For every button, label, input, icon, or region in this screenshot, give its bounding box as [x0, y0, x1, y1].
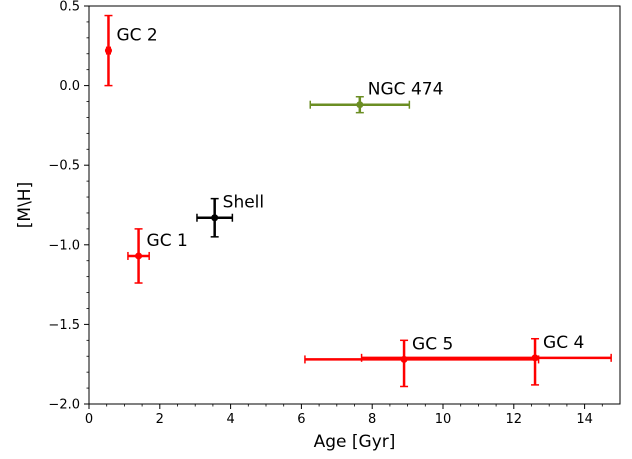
- data-point-gc-5: GC 5: [304, 334, 540, 388]
- x-axis-label: Age [Gyr]: [314, 432, 396, 452]
- point-label: GC 1: [147, 231, 188, 251]
- marker: [356, 101, 364, 109]
- x-tick-label: 2: [156, 412, 164, 427]
- data-points: GC 2 NGC 474 Shell GC 1 GC 5 GC 4: [104, 14, 612, 388]
- marker: [135, 252, 143, 260]
- point-label: Shell: [223, 193, 264, 213]
- x-tick-label: 12: [506, 412, 523, 427]
- y-tick-label: 0.0: [59, 79, 80, 94]
- data-point-shell: Shell: [196, 193, 264, 238]
- x-tick-label: 6: [297, 412, 305, 427]
- marker: [104, 47, 112, 55]
- y-tick-label: −0.5: [48, 159, 80, 174]
- y-tick-label: −2.0: [48, 398, 80, 413]
- x-tick-label: 8: [368, 412, 376, 427]
- x-tick-label: 10: [435, 412, 452, 427]
- x-tick-label: 0: [85, 412, 93, 427]
- axis-ticks: 0 2 4 6 8 10 12 14 0.5 0.0 −0.5 −1.0 −1.5 −2.0: [48, 0, 603, 427]
- marker: [211, 214, 219, 222]
- data-point-gc-1: GC 1: [127, 228, 188, 284]
- y-tick-label: −1.5: [48, 318, 80, 333]
- data-point-ngc-474: NGC 474: [309, 80, 444, 114]
- plot-frame: [88, 5, 621, 405]
- y-tick-label: −1.0: [48, 238, 80, 253]
- point-label: NGC 474: [368, 80, 444, 100]
- y-axis-label: [M\H]: [15, 182, 35, 228]
- x-tick-label: 4: [226, 412, 234, 427]
- point-label: GC 5: [412, 334, 453, 354]
- y-tick-label: 0.5: [59, 0, 80, 15]
- point-label: GC 2: [116, 26, 157, 46]
- data-point-gc-4: GC 4: [360, 333, 612, 386]
- marker: [531, 354, 539, 362]
- x-tick-label: 14: [576, 412, 593, 427]
- point-label: GC 4: [543, 333, 584, 353]
- data-point-gc-2: GC 2: [104, 14, 158, 87]
